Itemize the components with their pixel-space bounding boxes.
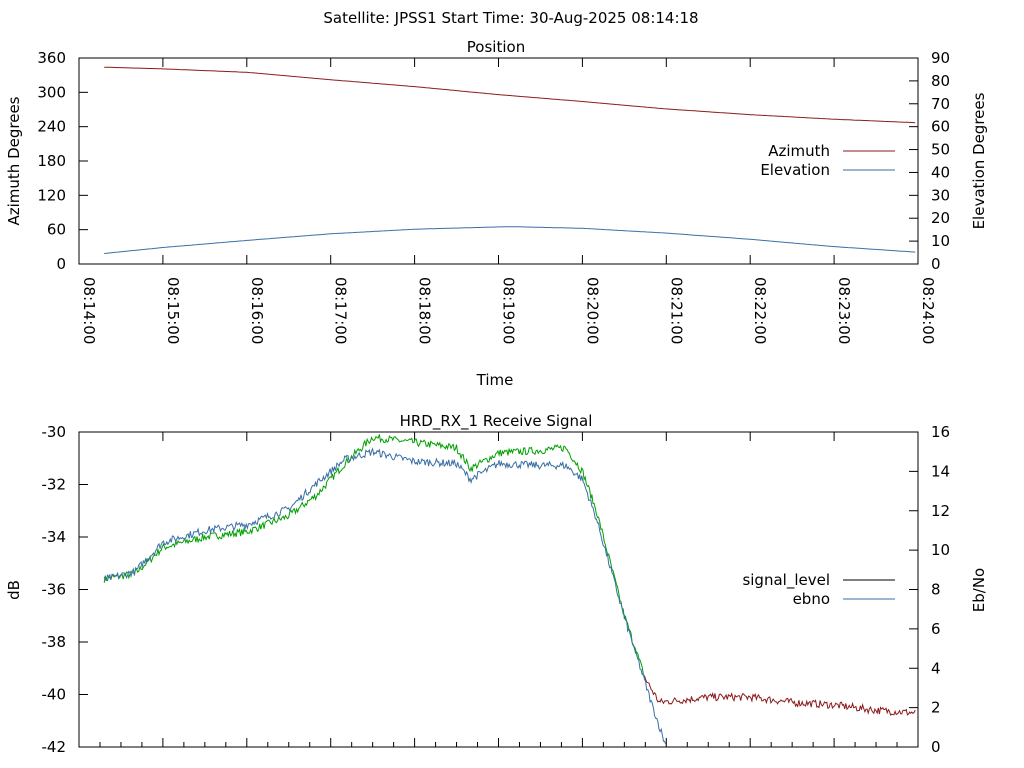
y-tick-label: 240 bbox=[37, 118, 66, 136]
y-tick-label: 120 bbox=[37, 186, 66, 204]
x-tick-label: 08:23:00 bbox=[835, 277, 853, 344]
y-tick-label: -36 bbox=[42, 581, 67, 599]
y2-tick-label: 30 bbox=[931, 186, 950, 204]
series-line-signal-level-low bbox=[644, 675, 916, 716]
x-tick-label: 08:22:00 bbox=[751, 277, 769, 344]
receive-signal-chart-title: HRD_RX_1 Receive Signal bbox=[400, 412, 593, 431]
legend-label-elevation: Elevation bbox=[760, 161, 830, 179]
position-chart-title: Position bbox=[467, 38, 525, 56]
y-tick-label: -38 bbox=[42, 633, 67, 651]
x-tick-label: 08:15:00 bbox=[164, 277, 182, 344]
receive-signal-axis-ticks: -30 -32 -34 -36 -38 -40 -42 0 2 4 6 8 10 12 14 16 bbox=[42, 423, 951, 756]
db-axis-label: dB bbox=[5, 580, 23, 600]
y2-tick-label: 6 bbox=[931, 620, 941, 638]
receive-signal-chart: HRD_RX_1 Receive Signal dB Eb/No -30-32-… bbox=[5, 412, 988, 756]
series-line-elevation bbox=[104, 226, 916, 254]
y2-tick-label: 0 bbox=[931, 255, 941, 273]
y-tick-label: -34 bbox=[42, 528, 67, 546]
x-tick-label: 08:14:00 bbox=[80, 277, 98, 344]
position-axis-ticks: 0 60 120 180 240 300 360 0 10 20 30 40 50 60 70 80 90 08:… bbox=[37, 49, 950, 344]
x-tick-label: 08:19:00 bbox=[500, 277, 518, 344]
x-tick-label: 08:20:00 bbox=[583, 277, 601, 344]
azimuth-axis-label: Azimuth Degrees bbox=[5, 96, 23, 225]
y2-tick-label: 90 bbox=[931, 49, 950, 67]
y-tick-label: 0 bbox=[56, 255, 66, 273]
y2-tick-label: 40 bbox=[931, 163, 950, 181]
y-tick-label: -32 bbox=[42, 476, 67, 494]
y2-tick-label: 16 bbox=[931, 423, 950, 441]
legend-label-ebno: ebno bbox=[793, 590, 830, 608]
time-axis-label: Time bbox=[476, 371, 514, 389]
y2-tick-label: 80 bbox=[931, 72, 950, 90]
y2-tick-label: 14 bbox=[931, 462, 950, 480]
series-line-azimuth bbox=[104, 66, 916, 124]
y2-tick-label: 2 bbox=[931, 699, 941, 717]
y2-tick-label: 50 bbox=[931, 141, 950, 159]
legend-label-azimuth: Azimuth bbox=[768, 142, 830, 160]
x-tick-label: 08:24:00 bbox=[919, 277, 937, 344]
y2-tick-label: 10 bbox=[931, 541, 950, 559]
y2-tick-label: 10 bbox=[931, 232, 950, 250]
y2-tick-label: 70 bbox=[931, 95, 950, 113]
y2-tick-label: 20 bbox=[931, 209, 950, 227]
position-chart: Position Azimuth Degrees Elevation Degre… bbox=[5, 38, 988, 389]
y-tick-label: -42 bbox=[42, 738, 67, 756]
position-series bbox=[104, 66, 916, 254]
x-tick-label: 08:17:00 bbox=[332, 277, 350, 344]
elevation-axis-label: Elevation Degrees bbox=[970, 92, 988, 229]
y2-tick-label: 0 bbox=[931, 738, 941, 756]
y-tick-label: 60 bbox=[47, 221, 66, 239]
x-tick-label: 08:21:00 bbox=[667, 277, 685, 344]
y-tick-label: -40 bbox=[42, 686, 67, 704]
y-tick-label: 180 bbox=[37, 152, 66, 170]
x-tick-label: 08:18:00 bbox=[416, 277, 434, 344]
ebno-axis-label: Eb/No bbox=[970, 568, 988, 612]
y-tick-label: 360 bbox=[37, 49, 66, 67]
y-tick-label: -30 bbox=[42, 423, 67, 441]
y2-tick-label: 4 bbox=[931, 659, 941, 677]
legend-label-signal-level: signal_level bbox=[742, 571, 830, 590]
chart-header: Satellite: JPSS1 Start Time: 30-Aug-2025… bbox=[323, 9, 698, 27]
y2-tick-label: 12 bbox=[931, 502, 950, 520]
x-tick-label: 08:16:00 bbox=[248, 277, 266, 344]
series-line-ebno bbox=[103, 447, 667, 745]
receive-signal-series bbox=[103, 434, 916, 745]
y-tick-label: 300 bbox=[37, 83, 66, 101]
y2-tick-label: 60 bbox=[931, 118, 950, 136]
series-line-signal-level bbox=[103, 434, 645, 677]
y2-tick-label: 8 bbox=[931, 581, 941, 599]
